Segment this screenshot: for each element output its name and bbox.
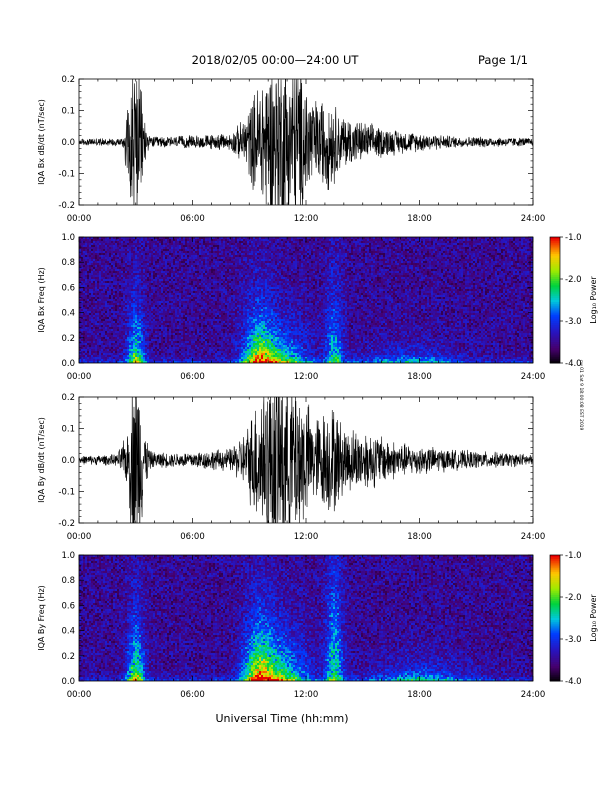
- x-tick-label: 06:00: [180, 532, 205, 542]
- spectrogram-cells: [79, 555, 533, 681]
- y-tick-label: -0.2: [58, 201, 75, 211]
- x-tick-label: 00:00: [67, 532, 92, 542]
- by-dbdt-panel: 00:00 06:00 12:00 18:00 24:00 0.2 0.1 0.0 -0.1 -0…: [37, 353, 545, 549]
- y-tick-label: 0.4: [61, 309, 75, 319]
- x-tick-label: 00:00: [67, 214, 92, 224]
- y-tick-label: 0.1: [61, 425, 75, 435]
- bx-spectrogram-panel: 00:00 06:00 12:00 18:00 24:00 1.0 0.8 0.6 0.4 0.2…: [37, 233, 598, 382]
- colorbar-label: Log₁₀ Power: [589, 276, 598, 324]
- y-axis-label: IQA By Freq (Hz): [37, 585, 46, 651]
- x-tick-label: 24:00: [521, 690, 546, 700]
- y-tick-label: -0.1: [58, 170, 75, 180]
- x-tick-label: 06:00: [180, 214, 205, 224]
- x-tick-label: 00:00: [67, 690, 92, 700]
- y-tick-label: 0.2: [61, 75, 75, 85]
- x-tick-label: 18:00: [407, 372, 432, 382]
- page-number: Page 1/1: [478, 53, 528, 67]
- x-tick-label: 12:00: [294, 372, 319, 382]
- colorbar-tick-label: -2.0: [565, 275, 582, 285]
- colorbar-tick-label: -3.0: [565, 635, 582, 645]
- x-tick-label: 06:00: [180, 690, 205, 700]
- y-axis-label: IQA Bx Freq (Hz): [37, 267, 46, 333]
- y-tick-label: 0.4: [61, 627, 75, 637]
- y-tick-label: -0.1: [58, 488, 75, 498]
- y-tick-label: 0.6: [61, 601, 75, 611]
- y-tick-label: 0.0: [61, 456, 75, 466]
- x-axis-label: Universal Time (hh:mm): [216, 712, 349, 725]
- y-tick-label: 0.8: [61, 576, 75, 586]
- by-spectrogram-panel: 00:00 06:00 12:00 18:00 24:00 1.0 0.8 0.6 0.4 0.2…: [37, 551, 598, 700]
- chart-title: 2018/02/05 00:00—24:00 UT: [192, 53, 360, 67]
- y-axis-label: IQA Bx dB/dt (nT/sec): [37, 99, 46, 185]
- x-tick-label: 12:00: [294, 690, 319, 700]
- x-tick-label: 00:00: [67, 372, 92, 382]
- y-tick-label: 0.0: [61, 359, 75, 369]
- x-tick-label: 18:00: [407, 532, 432, 542]
- y-tick-label: 0.0: [61, 138, 75, 148]
- colorbar-tick-label: -1.0: [565, 233, 582, 243]
- x-tick-label: 12:00: [294, 532, 319, 542]
- y-tick-label: 0.2: [61, 334, 75, 344]
- y-tick-label: -0.2: [58, 519, 75, 529]
- x-tick-label: 24:00: [521, 532, 546, 542]
- x-tick-label: 24:00: [521, 372, 546, 382]
- x-tick-label: 24:00: [521, 214, 546, 224]
- y-tick-label: 0.8: [61, 258, 75, 268]
- y-tick-label: 0.6: [61, 283, 75, 293]
- colorbar: -1.0 -2.0 -3.0 -4.0 Log₁₀ Power: [550, 551, 598, 687]
- y-tick-label: 0.1: [61, 107, 75, 117]
- x-tick-label: 06:00: [180, 372, 205, 382]
- colorbar-tick-label: -2.0: [565, 593, 582, 603]
- y-tick-label: 0.2: [61, 652, 75, 662]
- spectrogram-cells: [79, 237, 533, 363]
- colorbar-tick-label: -4.0: [565, 677, 582, 687]
- y-tick-label: 0.0: [61, 677, 75, 687]
- generation-stamp: cw 01 Sat 9 18:00:08 EST 2019: [578, 360, 584, 431]
- y-axis-label: IQA By dB/dt (nT/sec): [37, 417, 46, 503]
- y-tick-label: 0.2: [61, 393, 75, 403]
- x-tick-label: 18:00: [407, 690, 432, 700]
- y-tick-label: 1.0: [61, 233, 75, 243]
- colorbar-label: Log₁₀ Power: [589, 594, 598, 642]
- colorbar-tick-label: -1.0: [565, 551, 582, 561]
- bx-dbdt-panel: 00:00 06:00 12:00 18:00 24:00 0.2 0.1 0.0 -0.1 -0…: [37, 56, 545, 237]
- y-tick-label: 1.0: [61, 551, 75, 561]
- x-tick-label: 12:00: [294, 214, 319, 224]
- colorbar-tick-label: -3.0: [565, 317, 582, 327]
- x-tick-label: 18:00: [407, 214, 432, 224]
